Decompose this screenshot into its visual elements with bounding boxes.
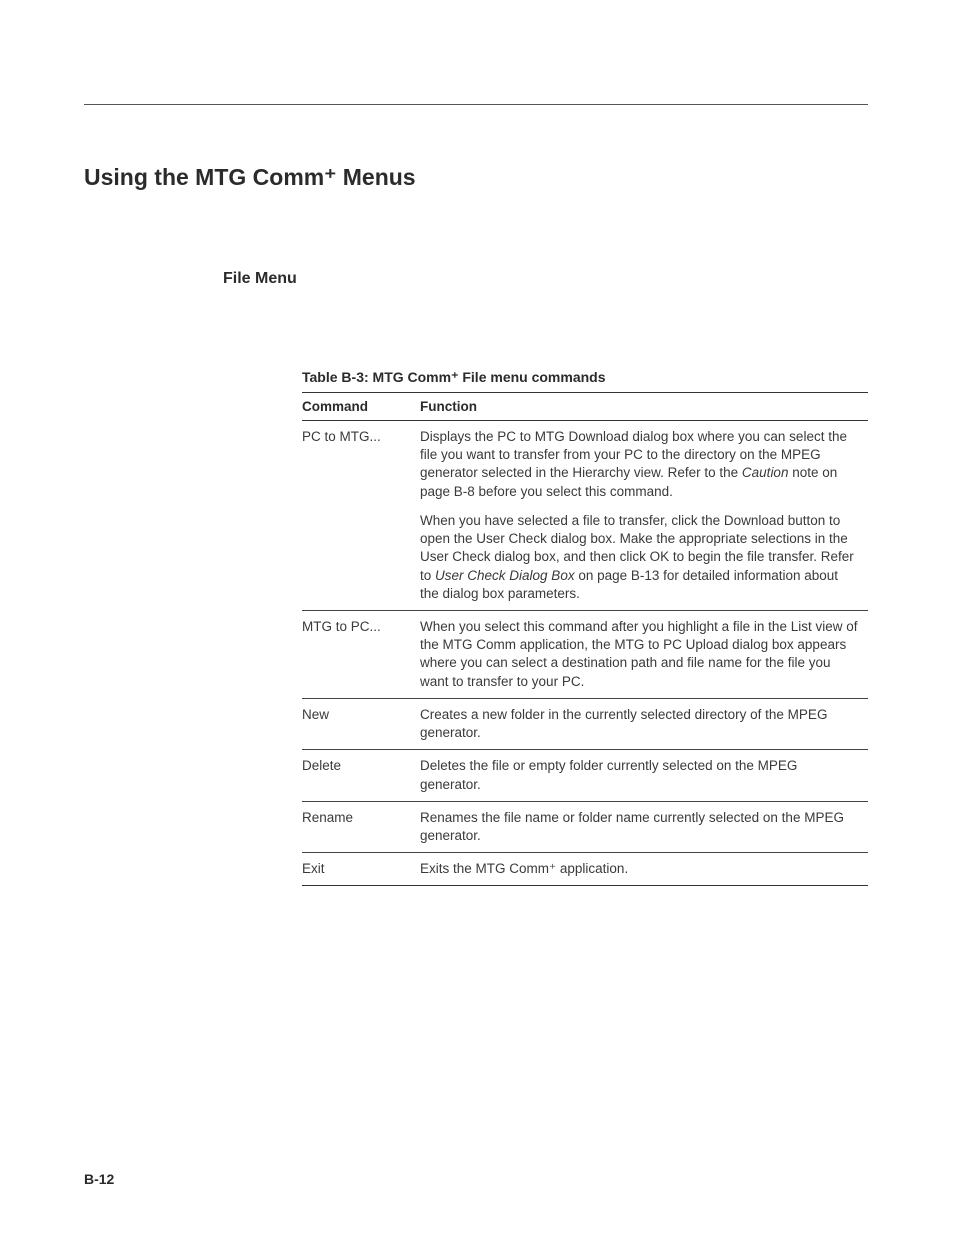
table-header-row: Command Function bbox=[302, 393, 868, 421]
cell-function: Deletes the file or empty folder current… bbox=[420, 750, 868, 801]
cell-function: When you select this command after you h… bbox=[420, 610, 868, 698]
file-menu-commands-table: Command Function PC to MTG... Displays t… bbox=[302, 392, 868, 886]
cell-function: Displays the PC to MTG Download dialog b… bbox=[420, 421, 868, 611]
subheading-file-menu: File Menu bbox=[223, 270, 297, 288]
cell-command: MTG to PC... bbox=[302, 610, 420, 698]
col-header-command: Command bbox=[302, 393, 420, 421]
cell-command: PC to MTG... bbox=[302, 421, 420, 611]
table-row: Rename Renames the file name or folder n… bbox=[302, 801, 868, 852]
table-row: Delete Deletes the file or empty folder … bbox=[302, 750, 868, 801]
cell-function: Creates a new folder in the currently se… bbox=[420, 698, 868, 749]
table-row: MTG to PC... When you select this comman… bbox=[302, 610, 868, 698]
section-title: Using the MTG Comm⁺ Menus bbox=[84, 164, 416, 191]
table-caption: Table B-3: MTG Comm⁺ File menu commands bbox=[302, 369, 606, 386]
table-row: Exit Exits the MTG Comm⁺ application. bbox=[302, 853, 868, 886]
italic-text: User Check Dialog Box bbox=[435, 568, 575, 583]
horizontal-rule bbox=[84, 104, 868, 105]
cell-command: Exit bbox=[302, 853, 420, 886]
cell-function: Exits the MTG Comm⁺ application. bbox=[420, 853, 868, 886]
cell-command: New bbox=[302, 698, 420, 749]
table-row: PC to MTG... Displays the PC to MTG Down… bbox=[302, 421, 868, 611]
cell-command: Rename bbox=[302, 801, 420, 852]
page-number: B-12 bbox=[84, 1171, 114, 1187]
italic-text: Caution bbox=[742, 465, 789, 480]
table-row: New Creates a new folder in the currentl… bbox=[302, 698, 868, 749]
cell-function: Renames the file name or folder name cur… bbox=[420, 801, 868, 852]
cell-command: Delete bbox=[302, 750, 420, 801]
col-header-function: Function bbox=[420, 393, 868, 421]
